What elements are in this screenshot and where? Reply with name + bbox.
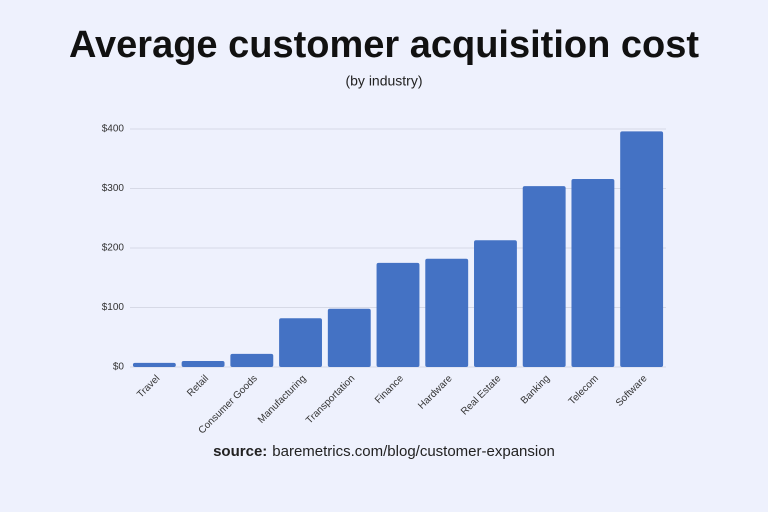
chart-title: Average customer acquisition cost — [69, 24, 699, 66]
y-tick-label: $100 — [102, 302, 125, 313]
bar — [376, 262, 420, 367]
y-tick-label: $0 — [113, 362, 125, 373]
bar — [327, 308, 371, 367]
source-label: source: — [213, 443, 267, 460]
bar — [132, 362, 176, 367]
y-tick-label: $200 — [102, 243, 125, 254]
bar — [425, 258, 469, 367]
bar — [620, 131, 664, 367]
y-tick-label: $400 — [102, 124, 125, 135]
chart-subtitle: (by industry) — [345, 73, 422, 89]
bar — [230, 353, 274, 367]
source-text: baremetrics.com/blog/customer-expansion — [272, 443, 555, 460]
bar — [522, 186, 566, 367]
bar — [279, 318, 322, 367]
source: source: baremetrics.com/blog/customer-exp… — [213, 443, 555, 460]
bar — [181, 361, 225, 367]
bar — [474, 240, 517, 367]
bar — [571, 178, 615, 367]
y-tick-label: $300 — [102, 183, 125, 194]
